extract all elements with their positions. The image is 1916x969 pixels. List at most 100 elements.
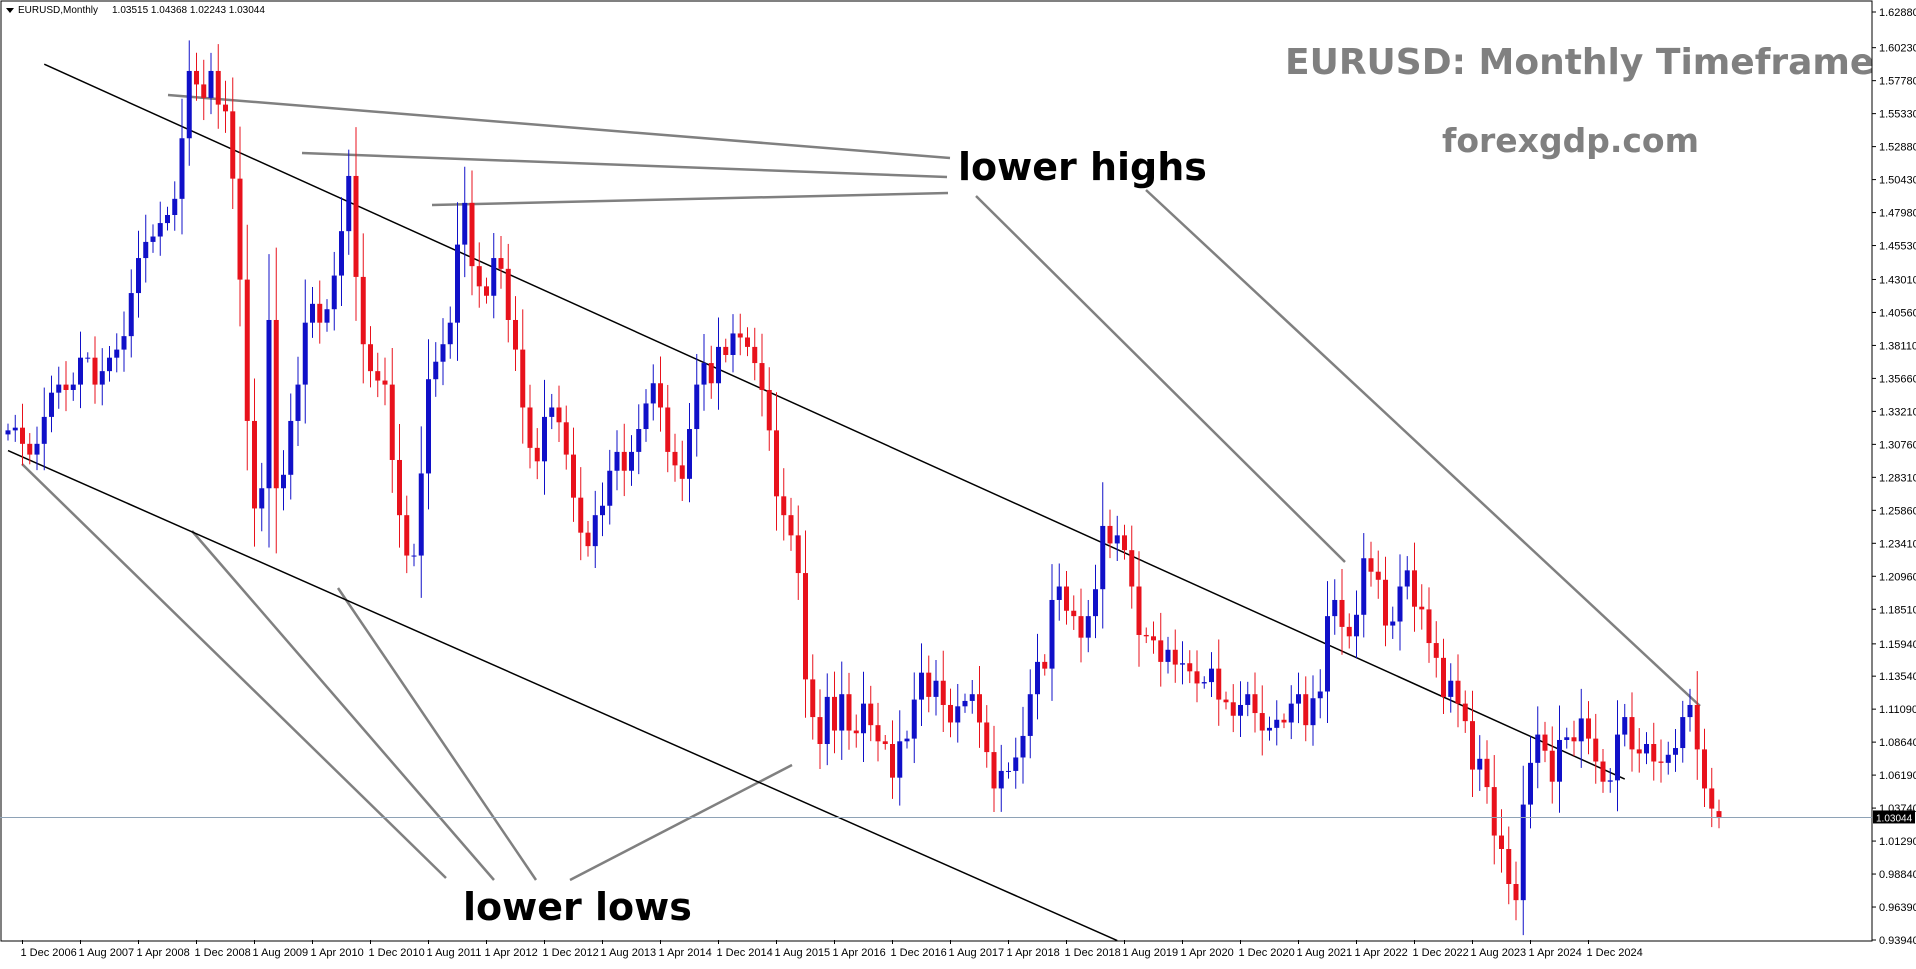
candle-body	[549, 407, 555, 417]
candle-body	[701, 363, 707, 385]
candle-body	[476, 266, 482, 287]
candle-body	[136, 258, 141, 294]
candle-body	[41, 416, 47, 444]
channel-trendline	[7, 449, 1118, 942]
candle-body	[752, 346, 758, 364]
x-tick-label: 1 Apr 2014	[659, 947, 712, 959]
candle-body	[795, 535, 801, 574]
candle-body	[629, 451, 634, 471]
candle-body	[433, 361, 439, 380]
chart-title: EURUSD: Monthly Timeframe	[1285, 42, 1874, 83]
candle-body	[346, 175, 352, 232]
candle-body	[128, 293, 134, 337]
candle-body	[411, 555, 417, 557]
candle-body	[868, 703, 874, 726]
candle-body	[469, 202, 475, 267]
candle-body	[513, 319, 518, 350]
candle-body	[389, 384, 395, 460]
candle-body	[1658, 761, 1664, 763]
y-tick-label: 1.28310	[1879, 472, 1916, 484]
candle-body	[295, 384, 301, 421]
candle-body	[1607, 780, 1613, 782]
candle-body	[1426, 609, 1432, 644]
candle-body	[1056, 586, 1062, 600]
candle-body	[1716, 811, 1722, 819]
candle-body	[1252, 694, 1258, 714]
candle-body	[890, 744, 895, 778]
candle-body	[1600, 761, 1606, 782]
candle-body	[1499, 835, 1504, 850]
candle-body	[237, 178, 243, 280]
annotation-pointer-line	[21, 463, 447, 879]
candle-body	[824, 696, 830, 745]
annotation-pointer-line	[569, 763, 793, 882]
y-tick-label: 1.33210	[1879, 406, 1916, 418]
x-tick-label: 1 Dec 2022	[1413, 947, 1469, 959]
candle-body	[730, 333, 736, 355]
candle-body	[1172, 649, 1178, 665]
candle-body	[143, 241, 149, 259]
candle-body	[208, 70, 214, 98]
candle-body	[998, 770, 1004, 789]
candle-body	[1201, 682, 1207, 684]
candle-body	[375, 371, 381, 381]
candle-body	[1564, 737, 1570, 740]
y-tick-label: 1.30760	[1879, 439, 1916, 451]
candle-body	[1259, 713, 1265, 731]
candle-body	[875, 725, 881, 742]
candle-body	[832, 696, 837, 731]
x-tick-label: 1 Dec 2006	[21, 947, 77, 959]
candle-body	[1317, 691, 1323, 699]
candle-body	[766, 389, 772, 431]
x-tick-label: 1 Aug 2009	[253, 947, 309, 959]
candle-body	[447, 322, 453, 345]
candle-body	[1085, 616, 1091, 638]
candle-body	[484, 286, 489, 296]
candle-body	[969, 694, 975, 701]
candle-body	[34, 443, 40, 455]
candle-body	[12, 427, 18, 431]
x-tick-label: 1 Aug 2019	[1123, 947, 1179, 959]
x-tick-label: 1 Aug 2021	[1297, 947, 1353, 959]
candle-body	[1433, 643, 1439, 658]
candle-body	[92, 357, 98, 385]
candle-body	[1049, 599, 1055, 669]
candle-body	[491, 258, 497, 296]
symbol-header: EURUSD,Monthly	[18, 5, 98, 16]
y-tick-label: 1.01290	[1879, 836, 1916, 848]
candle-body	[462, 202, 468, 245]
candle-body	[85, 357, 91, 359]
annotation-pointer-line	[431, 191, 949, 207]
candle-body	[56, 384, 62, 393]
candle-body	[1412, 570, 1417, 607]
candle-body	[114, 349, 120, 358]
annotation-pointer-line	[191, 530, 495, 881]
candle-body	[817, 717, 823, 745]
x-tick-label: 1 Apr 2024	[1529, 947, 1582, 959]
y-tick-label: 1.55330	[1879, 109, 1916, 121]
candle-body	[99, 371, 105, 385]
x-tick-label: 1 Dec 2010	[369, 947, 425, 959]
candle-body	[1281, 719, 1287, 723]
candle-body	[723, 346, 729, 355]
candle-body	[244, 279, 250, 421]
candle-body	[1223, 699, 1229, 703]
candle-body	[426, 379, 431, 474]
candle-body	[745, 337, 750, 347]
candle-body	[1216, 668, 1222, 700]
x-tick-label: 1 Apr 2008	[137, 947, 190, 959]
candle-body	[1665, 754, 1671, 763]
candle-body	[1419, 606, 1425, 610]
candle-body	[1513, 884, 1519, 901]
candle-body	[1557, 739, 1562, 782]
x-tick-label: 1 Aug 2017	[949, 947, 1005, 959]
candle-body	[520, 349, 526, 408]
candle-body	[302, 322, 308, 385]
candle-body	[861, 703, 866, 734]
chevron-down-icon[interactable]	[6, 8, 14, 13]
candle-body	[600, 505, 605, 516]
y-tick-label: 1.23410	[1879, 538, 1916, 550]
y-tick-label: 1.52880	[1879, 142, 1916, 154]
candle-body	[846, 694, 852, 731]
